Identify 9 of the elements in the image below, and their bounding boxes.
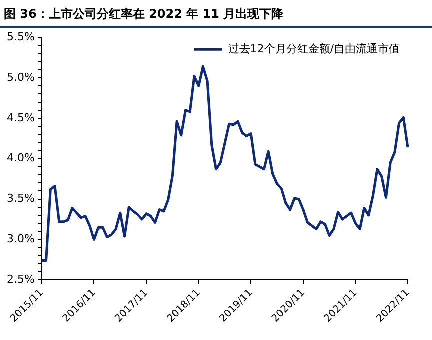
y-tick-label: 4.5% <box>6 111 35 124</box>
chart-title: 图 36：上市公司分红率在 2022 年 11 月出现下降 <box>0 0 432 28</box>
y-tick-label: 5.0% <box>6 70 35 84</box>
y-tick-label: 3.5% <box>6 192 35 206</box>
y-tick-label: 5.5% <box>6 30 35 44</box>
y-tick-label: 2.5% <box>6 273 35 286</box>
y-tick-label: 3.0% <box>6 232 35 246</box>
y-tick-label: 4.0% <box>6 152 35 165</box>
legend-label: 过去12个月分红金额/自由流通市值 <box>228 42 400 56</box>
